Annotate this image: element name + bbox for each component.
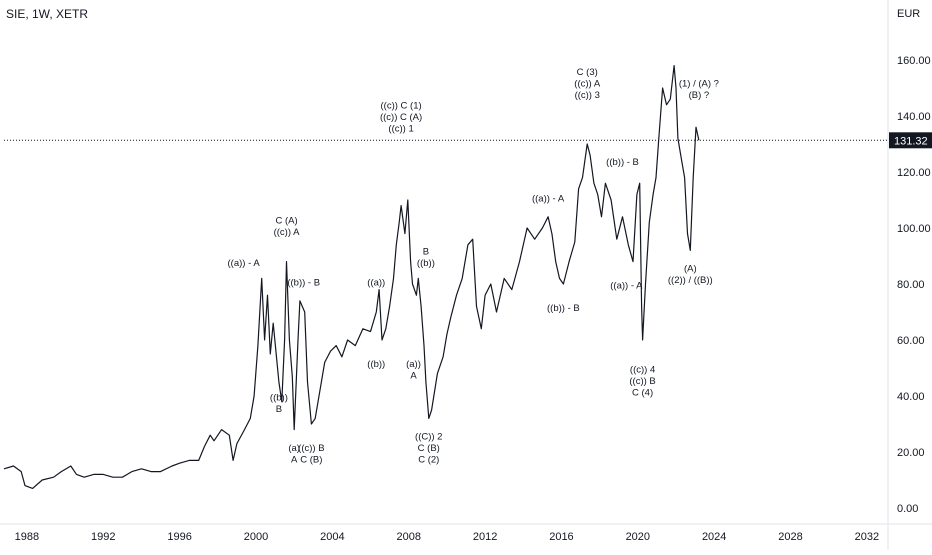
wave-label-line: ((a)) - A [228, 258, 261, 269]
wave-label-line: C (B) [418, 443, 440, 454]
wave-label-line: ((b)) - B [287, 278, 320, 289]
y-tick-label: 160.00 [897, 55, 931, 67]
wave-label-line: A [410, 370, 417, 381]
x-tick-label: 1996 [167, 531, 191, 543]
wave-label: B((b)) [417, 247, 435, 270]
wave-label: ((a)) [367, 278, 385, 289]
wave-label-line: C (2) [418, 455, 439, 466]
x-tick-label: 2000 [244, 531, 268, 543]
x-tick-label: 2008 [396, 531, 420, 543]
wave-label: (1) / (A) ?(B) ? [679, 79, 719, 102]
wave-label-line: ((a)) - A [610, 280, 643, 291]
wave-label-line: ((2)) / ((B)) [668, 275, 713, 286]
wave-label-line: C (A) [275, 216, 297, 227]
y-tick-label: 0.00 [897, 503, 918, 515]
y-tick-label: 140.00 [897, 111, 931, 123]
x-tick-label: 1988 [15, 531, 39, 543]
x-tick-label: 2024 [702, 531, 726, 543]
x-tick-label: 2016 [549, 531, 573, 543]
wave-label-line: ((c)) C (A) [380, 112, 422, 123]
price-axis[interactable]: 0.00 20.00 40.00 60.00 80.00 100.00 120.00 140.… [887, 0, 932, 550]
wave-label-line: ((b)) [417, 258, 435, 269]
wave-label: ((a)) - A [532, 194, 565, 205]
time-axis[interactable]: 1988 1992 1996 2000 2004 2008 2012 2016 2020 2024… [0, 523, 932, 543]
wave-label-line: ((c)) B [629, 376, 655, 387]
currency-label: EUR [897, 8, 921, 20]
wave-label-line: C (3) [577, 67, 598, 78]
wave-label-line: A [291, 454, 298, 465]
x-tick-label: 2028 [778, 531, 802, 543]
x-tick-label: 2020 [626, 531, 650, 543]
wave-label-line: (B) ? [689, 90, 710, 101]
wave-label-line: ((a)) - A [532, 194, 565, 205]
wave-label-line: (A) [684, 264, 697, 275]
wave-label: (a))A [406, 359, 421, 382]
wave-label-line: ((C)) 2 [415, 432, 442, 443]
wave-label-line: ((c)) B [298, 443, 324, 454]
wave-label-line: ((c)) 4 [630, 364, 655, 375]
wave-label-line: ((b)) - B [547, 303, 580, 314]
wave-label-line: ((c)) 1 [388, 124, 413, 135]
wave-label-line: B [423, 247, 429, 258]
wave-label-line: C (B) [300, 454, 322, 465]
wave-label: C (3)((c)) A((c)) 3 [574, 67, 601, 101]
wave-label: ((C)) 2C (B)C (2) [415, 432, 442, 466]
y-tick-label: 20.00 [897, 447, 925, 459]
series-layer [3, 64, 700, 489]
wave-label: ((c)) BC (B) [298, 443, 324, 466]
wave-label: ((c)) 4((c)) BC (4) [629, 364, 655, 398]
x-tick-label: 1992 [91, 531, 115, 543]
symbol-title[interactable]: SIE, 1W, XETR [6, 7, 89, 21]
wave-label: ((a)) - A [228, 258, 261, 269]
wave-label: C (A)((c)) A [274, 216, 301, 239]
wave-label-line: ((b)) [367, 359, 385, 370]
y-tick-label: 80.00 [897, 279, 925, 291]
last-price-label: 131.32 [894, 135, 928, 147]
wave-label: ((b)) [367, 359, 385, 370]
wave-label: (a)A [288, 443, 300, 466]
wave-label-line: (a) [288, 443, 300, 454]
wave-label: ((c)) C (1)((c)) C (A)((c)) 1 [380, 101, 422, 135]
y-tick-label: 40.00 [897, 391, 925, 403]
wave-label-line: C (4) [632, 387, 653, 398]
y-tick-label: 60.00 [897, 335, 925, 347]
wave-label-line: ((a)) [367, 278, 385, 289]
wave-label: ((b))B [270, 392, 288, 415]
annotation-layer: ((a)) - A((b))BC (A)((c)) A((b)) - B(a)A… [228, 67, 719, 466]
x-tick-label: 2012 [473, 531, 497, 543]
wave-label-line: ((c)) A [574, 79, 601, 90]
x-tick-label: 2032 [855, 531, 879, 543]
wave-label-line: (a)) [406, 359, 421, 370]
wave-label: ((b)) - B [606, 157, 639, 168]
wave-label-line: B [276, 404, 282, 415]
wave-label: ((a)) - A [610, 280, 643, 291]
price-series-line [3, 64, 700, 489]
wave-label: ((b)) - B [287, 278, 320, 289]
wave-label-line: ((b)) [270, 392, 288, 403]
wave-label: ((b)) - B [547, 303, 580, 314]
last-price-badge [889, 132, 932, 149]
wave-label-line: ((c)) C (1) [381, 101, 422, 112]
wave-label-line: ((b)) - B [606, 157, 639, 168]
wave-label: (A)((2)) / ((B)) [668, 264, 713, 287]
x-tick-label: 2004 [320, 531, 344, 543]
wave-label-line: ((c)) A [274, 227, 301, 238]
y-tick-label: 120.00 [897, 167, 931, 179]
y-tick-label: 100.00 [897, 223, 931, 235]
wave-label-line: ((c)) 3 [575, 90, 600, 101]
wave-label-line: (1) / (A) ? [679, 79, 719, 90]
